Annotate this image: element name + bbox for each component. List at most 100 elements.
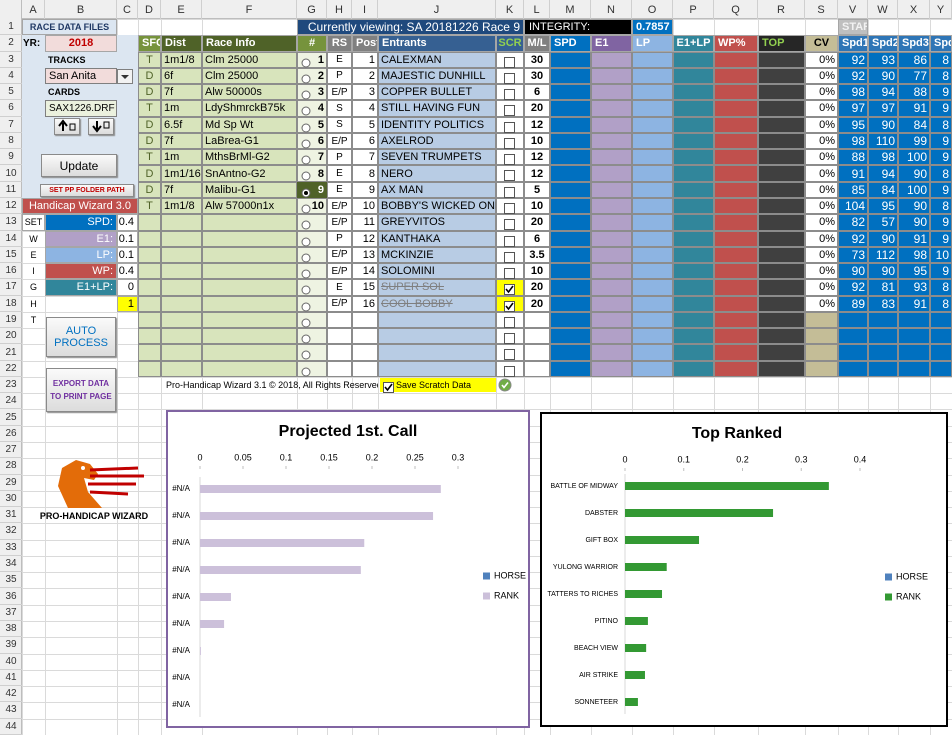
race-radio[interactable] xyxy=(301,217,311,230)
export-button[interactable]: EXPORT DATA TO PRINT PAGE xyxy=(46,368,116,412)
race-radio[interactable] xyxy=(301,87,311,100)
start-button[interactable]: START xyxy=(838,19,868,36)
entrant-name: MCKINZIE xyxy=(381,248,434,261)
table-cell xyxy=(758,132,805,150)
speed-figure: 94 xyxy=(881,85,895,100)
race-distance: 1m xyxy=(164,102,180,115)
scratch-checkbox[interactable] xyxy=(504,266,515,280)
race-radio[interactable] xyxy=(301,71,311,84)
year-input[interactable]: 2018 xyxy=(45,35,117,52)
scratch-checkbox[interactable] xyxy=(504,315,515,328)
table-cell xyxy=(673,67,714,85)
speed-figure: 112 xyxy=(875,247,895,262)
scratch-checkbox[interactable] xyxy=(504,55,515,68)
race-radio[interactable] xyxy=(301,120,311,133)
entrant-name: SOLOMINI xyxy=(381,265,435,278)
race-radio[interactable] xyxy=(301,315,311,328)
race-number[interactable]: 10 xyxy=(311,200,324,213)
scratch-checkbox[interactable] xyxy=(504,331,515,345)
table-cell xyxy=(591,279,632,296)
race-radio[interactable] xyxy=(301,266,311,279)
scratch-checkbox[interactable] xyxy=(504,103,515,117)
table-cell xyxy=(591,344,632,361)
table-cell xyxy=(352,295,378,312)
post-position: 13 xyxy=(362,248,375,261)
race-radio[interactable] xyxy=(301,152,311,165)
race-surface: D xyxy=(145,167,154,180)
scratch-checkbox[interactable] xyxy=(504,217,515,231)
weight-value[interactable]: 0.1 xyxy=(117,246,138,264)
scratch-checkbox[interactable] xyxy=(504,201,515,214)
race-radio[interactable] xyxy=(301,364,311,377)
table-cell xyxy=(550,360,591,377)
scratch-checkbox[interactable] xyxy=(504,185,515,198)
track-dropdown[interactable]: San Anita xyxy=(45,67,117,85)
scratch-checkbox[interactable] xyxy=(504,299,515,312)
race-radio[interactable] xyxy=(301,299,311,312)
speed-figure: 8 xyxy=(942,280,949,295)
table-cell xyxy=(378,197,496,215)
confirm-icon[interactable] xyxy=(498,378,512,392)
scratch-checkbox[interactable] xyxy=(504,152,515,166)
race-number[interactable]: 7 xyxy=(317,151,324,164)
entrant-name: SUPER SOL xyxy=(381,281,444,294)
auto-process-button[interactable]: AUTO PROCESS xyxy=(46,317,116,357)
race-radio[interactable] xyxy=(301,55,311,68)
race-radio[interactable] xyxy=(301,250,311,263)
race-radio[interactable] xyxy=(301,103,311,116)
scratch-checkbox[interactable] xyxy=(504,364,515,377)
category-label: AIR STRIKE xyxy=(579,672,618,679)
race-radio[interactable] xyxy=(301,136,311,149)
scratch-checkbox[interactable] xyxy=(504,234,515,247)
scratch-checkbox[interactable] xyxy=(504,347,515,361)
card-file[interactable]: SAX1226.DRF xyxy=(45,100,117,117)
table-cell xyxy=(632,344,673,361)
race-distance: 6f xyxy=(164,69,174,82)
race-number[interactable]: 4 xyxy=(317,102,324,115)
race-radio[interactable] xyxy=(301,331,311,344)
race-number[interactable]: 5 xyxy=(317,118,324,131)
race-radio-selected[interactable] xyxy=(301,185,311,198)
scratch-checkbox[interactable] xyxy=(504,168,515,182)
category-label: YULONG WARRIOR xyxy=(553,564,618,571)
table-cell xyxy=(138,263,161,280)
race-radio[interactable] xyxy=(301,201,311,214)
scratch-checkbox[interactable] xyxy=(504,136,515,149)
save-scratch[interactable]: Save Scratch Data xyxy=(380,377,496,392)
scratch-checkbox[interactable] xyxy=(504,71,515,84)
row-header-bar xyxy=(0,0,22,735)
race-number[interactable]: 3 xyxy=(317,86,324,99)
race-number[interactable]: 2 xyxy=(317,69,324,82)
scratch-checkbox[interactable] xyxy=(504,282,515,296)
dropdown-arrow[interactable] xyxy=(117,68,133,84)
update-button[interactable]: Update xyxy=(41,154,117,177)
column-letter: Y xyxy=(930,0,952,19)
table-cell xyxy=(714,360,758,377)
weight-value[interactable]: 0.1 xyxy=(117,230,138,247)
row-number: 5 xyxy=(0,84,22,101)
race-radio[interactable] xyxy=(301,282,311,295)
up-button[interactable] xyxy=(54,117,80,135)
race-radio[interactable] xyxy=(301,234,311,246)
row-number: 18 xyxy=(0,296,22,312)
morning-line: 30 xyxy=(530,53,544,66)
table-cell xyxy=(632,181,673,198)
table-cell xyxy=(805,230,838,247)
race-number[interactable]: 1 xyxy=(317,53,324,66)
race-number[interactable]: 6 xyxy=(317,135,324,147)
scratch-checkbox[interactable] xyxy=(504,250,515,263)
scratch-checkbox[interactable] xyxy=(504,120,515,133)
weight-value[interactable]: 0.4 xyxy=(117,214,138,231)
scratch-checkbox[interactable] xyxy=(504,87,515,101)
table-cell xyxy=(138,279,161,296)
down-button[interactable] xyxy=(88,117,114,135)
panel-title: RACE DATA FILES xyxy=(22,19,117,36)
weight-value[interactable]: 0.4 xyxy=(117,263,138,280)
table-cell xyxy=(805,165,838,182)
race-number[interactable]: 8 xyxy=(317,167,324,180)
save-scratch-checkbox[interactable] xyxy=(383,380,394,393)
set-path-button[interactable]: SET PP FOLDER PATH xyxy=(40,184,134,197)
race-radio[interactable] xyxy=(301,347,311,360)
weight-value[interactable]: 0 xyxy=(117,279,138,296)
race-radio[interactable] xyxy=(301,168,311,181)
